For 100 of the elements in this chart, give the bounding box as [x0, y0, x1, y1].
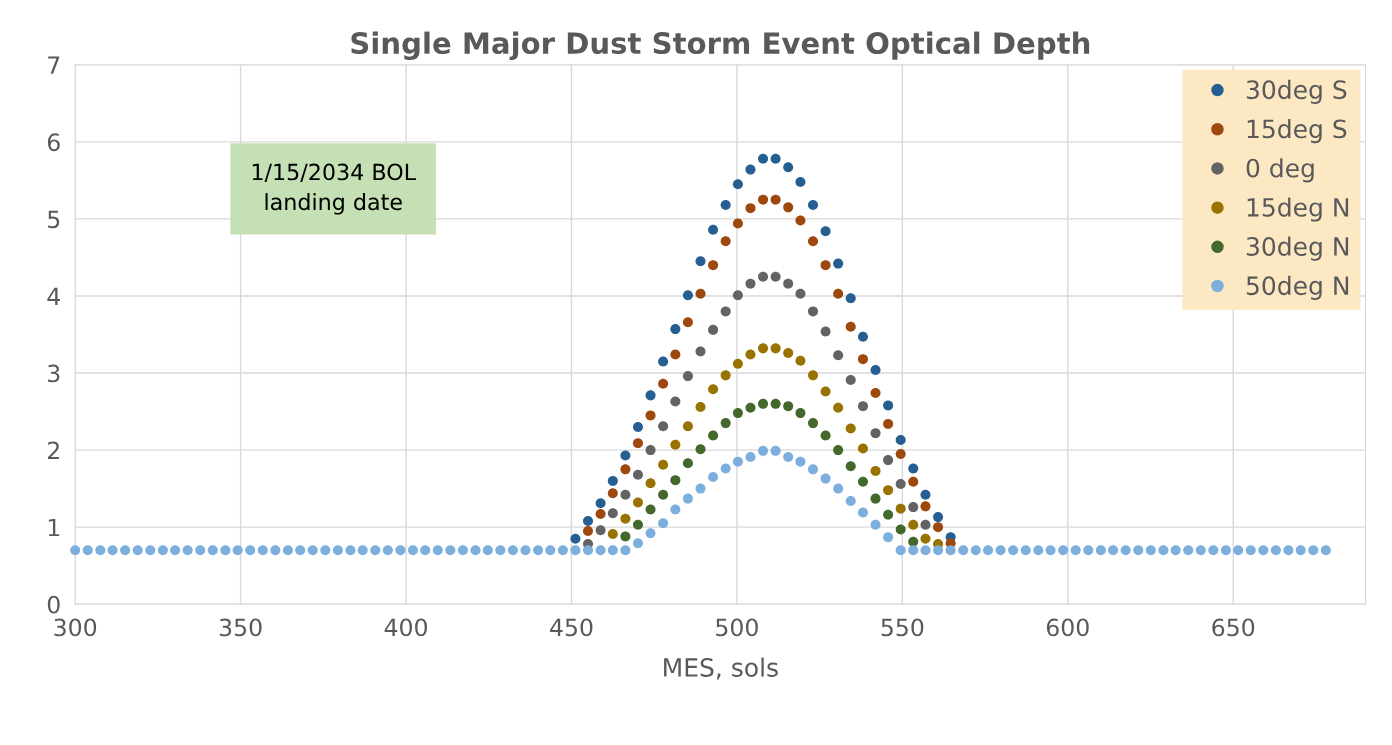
point: [795, 288, 806, 299]
point: [708, 260, 719, 271]
point: [583, 525, 594, 536]
point: [695, 346, 706, 357]
y-tick-label: 6: [47, 133, 60, 152]
point: [720, 236, 731, 247]
x-tick-label: 450: [550, 618, 593, 637]
point: [607, 508, 618, 519]
x-tick-label: 400: [384, 618, 427, 637]
point: [682, 421, 693, 432]
point: [720, 200, 731, 211]
point: [808, 306, 819, 317]
point: [720, 370, 731, 381]
legend-label: 50deg N: [1246, 275, 1349, 300]
point: [658, 459, 669, 470]
point: [632, 519, 643, 530]
point: [833, 288, 844, 299]
point: [732, 179, 743, 190]
x-tick-label: 600: [1046, 618, 1089, 637]
point: [795, 176, 806, 187]
point: [820, 430, 831, 441]
point: [720, 306, 731, 317]
y-tick-label: 1: [48, 518, 60, 537]
point: [770, 398, 781, 409]
point: [770, 343, 781, 354]
point: [883, 400, 894, 411]
point: [632, 469, 643, 480]
point: [808, 236, 819, 247]
point: [645, 390, 656, 401]
point: [857, 331, 868, 342]
point: [758, 343, 769, 354]
point: [820, 260, 831, 271]
point: [770, 194, 781, 205]
point: [770, 271, 781, 282]
point: [682, 290, 693, 301]
point: [808, 200, 819, 211]
x-tick-label: 300: [54, 618, 97, 637]
point: [795, 355, 806, 366]
point: [658, 356, 669, 367]
point: [670, 349, 681, 360]
point: [833, 402, 844, 413]
point: [595, 498, 606, 509]
point: [632, 497, 643, 508]
point: [670, 324, 681, 335]
point: [870, 364, 881, 375]
point: [808, 418, 819, 429]
point: [845, 423, 856, 434]
point: [908, 463, 919, 474]
point: [908, 536, 919, 547]
legend-label: 15deg S: [1247, 119, 1347, 144]
point: [670, 439, 681, 450]
point: [883, 485, 894, 496]
legend-label: 30deg S: [1246, 79, 1347, 105]
point: [658, 489, 669, 500]
point: [883, 455, 894, 466]
y-tick-label: 5: [48, 210, 60, 229]
point: [745, 402, 756, 413]
point: [745, 278, 756, 289]
point: [620, 513, 631, 524]
point: [745, 164, 756, 175]
point: [808, 370, 819, 381]
x-tick-label: 350: [219, 618, 262, 637]
point: [895, 448, 906, 459]
point: [607, 488, 618, 499]
point: [820, 226, 831, 237]
point: [895, 524, 906, 535]
point: [920, 489, 931, 500]
point: [708, 384, 719, 395]
point: [883, 509, 894, 520]
point: [895, 503, 906, 514]
point: [758, 271, 769, 282]
y-tick-label: 3: [48, 364, 60, 383]
y-tick-label: 4: [47, 287, 60, 305]
point: [933, 512, 944, 523]
point: [820, 326, 831, 337]
point: [783, 401, 794, 412]
point: [632, 438, 643, 449]
point: [845, 293, 856, 304]
point: [607, 475, 618, 486]
point: [845, 321, 856, 332]
point: [695, 288, 706, 299]
point: [857, 401, 868, 412]
point: [745, 349, 756, 360]
point: [783, 202, 794, 213]
x-tick-label: 550: [881, 618, 924, 637]
point: [758, 153, 769, 164]
point: [645, 445, 656, 456]
point: [708, 430, 719, 441]
point: [933, 522, 944, 533]
point: [857, 476, 868, 487]
point: [845, 374, 856, 385]
point: [857, 354, 868, 365]
point: [732, 218, 743, 229]
point: [870, 465, 881, 476]
point: [620, 489, 631, 500]
point: [795, 215, 806, 226]
point: [758, 194, 769, 205]
legend-label: 0 deg: [1246, 158, 1314, 183]
point: [670, 396, 681, 407]
point: [695, 256, 706, 267]
